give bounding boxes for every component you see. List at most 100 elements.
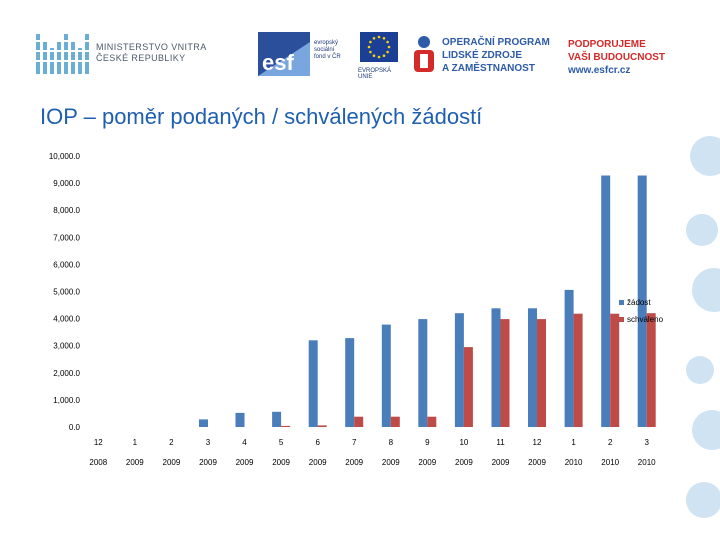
x-tick-month: 10 (459, 438, 468, 447)
op-people-icon (414, 36, 434, 72)
ministry-line-2: ČESKÉ REPUBLIKY (96, 53, 186, 63)
x-tick-month: 12 (533, 438, 542, 447)
esf-logo-letters: esf (262, 50, 294, 75)
bar-schvaleno (646, 313, 656, 427)
support-line-1: PODPORUJEME (568, 39, 646, 50)
bar-zadost (528, 308, 537, 427)
bar-zadost (491, 308, 501, 427)
x-axis-labels: 1220081200922009320094200952009620097200… (89, 438, 656, 467)
bar-zadost (564, 289, 574, 427)
esf-logo: esf evropský sociální fond v ČR EVROPSKÁ… (258, 32, 398, 80)
bar-zadost (345, 338, 355, 427)
x-tick-month: 8 (389, 438, 394, 447)
bar-schvaleno (281, 425, 291, 427)
x-tick-month: 9 (425, 438, 430, 447)
bar-zadost (308, 340, 318, 427)
y-tick-label: 7,000.0 (53, 233, 80, 242)
x-tick-year: 2010 (565, 458, 583, 467)
bar-zadost (381, 324, 391, 427)
decorative-bubbles (686, 136, 720, 518)
x-tick-year: 2009 (309, 458, 327, 467)
x-tick-month: 1 (133, 438, 138, 447)
bar-chart: 0.0 1,000.0 2,000.0 3,000.0 4,000.0 5,000.0 6,… (49, 152, 664, 467)
bar-schvaleno (317, 425, 327, 427)
page-title: IOP – poměr podaných / schválených žádos… (40, 104, 483, 129)
bar-schvaleno (537, 319, 546, 427)
y-tick-label: 6,000.0 (53, 260, 80, 269)
ministry-logo: MINISTERSTVO VNITRA ČESKÉ REPUBLIKY (34, 30, 214, 78)
x-tick-month: 1 (571, 438, 576, 447)
support-line-2: VAŠI BUDOUCNOST (568, 52, 666, 63)
x-tick-month: 3 (644, 438, 649, 447)
ministry-emblem-icon (34, 34, 92, 74)
x-tick-month: 3 (206, 438, 211, 447)
esf-caption-line-1: evropský (314, 40, 339, 46)
y-tick-label: 2,000.0 (53, 369, 80, 378)
eu-flag-icon (360, 32, 398, 62)
op-line-3: A ZAMĚSTNANOST (442, 63, 535, 74)
esf-flag-icon: esf (258, 32, 310, 76)
bar-schvaleno (573, 313, 583, 427)
esf-caption-line-2: sociální (314, 47, 335, 53)
x-tick-year: 2009 (418, 458, 436, 467)
bar-schvaleno (390, 416, 400, 427)
bar-zadost (637, 175, 647, 427)
op-line-1: OPERAČNÍ PROGRAM (442, 37, 550, 48)
x-tick-month: 12 (94, 438, 103, 447)
bar-zadost (418, 319, 428, 427)
y-tick-label: 3,000.0 (53, 342, 80, 351)
x-tick-month: 7 (352, 438, 357, 447)
bar-schvaleno (354, 416, 364, 427)
ministry-line-1: MINISTERSTVO VNITRA (96, 42, 207, 52)
x-tick-year: 2009 (345, 458, 363, 467)
op-lzz-logo: OPERAČNÍ PROGRAM LIDSKÉ ZDROJE A ZAMĚSTN… (410, 34, 560, 80)
bar-zadost (235, 412, 245, 427)
y-tick-label: 0.0 (69, 423, 81, 432)
bar-schvaleno (610, 313, 620, 427)
x-tick-year: 2010 (601, 458, 619, 467)
x-tick-month: 11 (496, 438, 505, 447)
x-tick-year: 2009 (163, 458, 181, 467)
legend: žádost schváleno (619, 298, 664, 324)
x-tick-year: 2008 (89, 458, 107, 467)
bar-zadost (454, 313, 464, 427)
x-tick-year: 2009 (199, 458, 217, 467)
op-line-2: LIDSKÉ ZDROJE (442, 50, 523, 61)
legend-swatch (619, 317, 624, 322)
bars (199, 175, 656, 427)
legend-swatch (619, 300, 624, 305)
x-tick-month: 6 (315, 438, 320, 447)
x-tick-month: 5 (279, 438, 284, 447)
y-axis: 0.0 1,000.0 2,000.0 3,000.0 4,000.0 5,000.0 6,… (49, 152, 81, 432)
bar-schvaleno (463, 347, 473, 427)
support-url: www.esfcr.cz (568, 65, 631, 76)
y-tick-label: 4,000.0 (53, 315, 80, 324)
y-tick-label: 10,000.0 (49, 152, 81, 161)
bar-schvaleno (427, 416, 437, 427)
x-tick-year: 2009 (455, 458, 473, 467)
x-tick-year: 2009 (126, 458, 144, 467)
esf-caption: evropský sociální fond v ČR (314, 40, 341, 61)
y-tick-label: 8,000.0 (53, 206, 80, 215)
x-tick-month: 2 (608, 438, 613, 447)
legend-label: schváleno (627, 315, 664, 324)
bar-schvaleno (500, 319, 510, 427)
x-tick-year: 2009 (528, 458, 546, 467)
bar-zadost (601, 175, 611, 427)
bar-zadost (199, 419, 208, 427)
x-tick-year: 2009 (492, 458, 510, 467)
esf-caption-line-3: fond v ČR (314, 54, 341, 60)
x-tick-month: 2 (169, 438, 174, 447)
x-tick-month: 4 (242, 438, 247, 447)
slide-header: MINISTERSTVO VNITRA ČESKÉ REPUBLIKY esf … (0, 0, 720, 95)
x-tick-year: 2009 (382, 458, 400, 467)
op-lzz-name: OPERAČNÍ PROGRAM LIDSKÉ ZDROJE A ZAMĚSTN… (442, 36, 550, 75)
x-tick-year: 2009 (236, 458, 254, 467)
y-tick-label: 1,000.0 (53, 396, 80, 405)
y-tick-label: 5,000.0 (53, 288, 80, 297)
eu-caption: EVROPSKÁ UNIE (358, 68, 392, 80)
x-tick-year: 2009 (272, 458, 290, 467)
x-tick-year: 2010 (638, 458, 656, 467)
ministry-name: MINISTERSTVO VNITRA ČESKÉ REPUBLIKY (96, 42, 207, 64)
y-tick-label: 9,000.0 (53, 179, 80, 188)
